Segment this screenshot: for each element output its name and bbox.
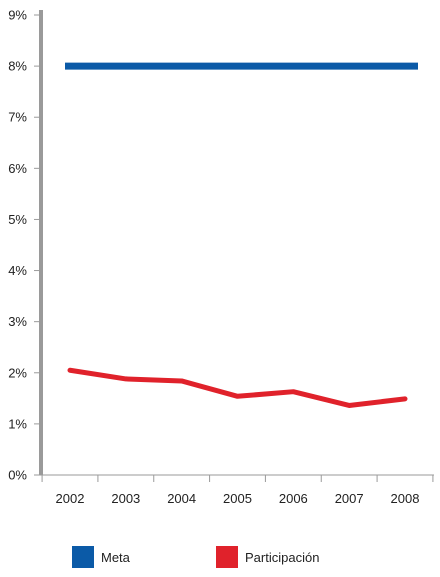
x-tick-label: 2006 [279, 491, 308, 506]
x-tick-label: 2003 [111, 491, 140, 506]
legend: Meta Participación [0, 546, 440, 572]
x-axis-ticks: 2002 2003 2004 2005 2006 2007 2008 [41, 475, 434, 506]
y-tick-label: 0% [8, 468, 27, 483]
y-tick-label: 1% [8, 416, 27, 431]
y-axis-ticks: 0% 1% 2% 3% 4% 5% 6% 7% 8% 9% [8, 8, 41, 483]
y-tick-label: 6% [8, 161, 27, 176]
y-tick-label: 8% [8, 59, 27, 74]
legend-label-meta: Meta [101, 549, 130, 565]
y-tick-label: 5% [8, 212, 27, 227]
legend-item-meta: Meta [72, 546, 130, 568]
axes [39, 10, 434, 476]
legend-item-participacion: Participación [216, 546, 319, 568]
x-tick-label: 2007 [335, 491, 364, 506]
y-tick-label: 2% [8, 365, 27, 380]
legend-swatch-participacion [216, 546, 238, 568]
legend-swatch-meta [72, 546, 94, 568]
x-tick-label: 2008 [391, 491, 420, 506]
y-tick-label: 7% [8, 110, 27, 125]
y-tick-label: 4% [8, 263, 27, 278]
x-tick-label: 2002 [56, 491, 85, 506]
series-lines [65, 62, 418, 408]
line-chart: 0%1%2%3%4%5%6%7%8%9% 2002 2003 2004 2005 200… [8, 8, 434, 506]
series-line-participacion [67, 367, 408, 408]
x-tick-label: 2005 [223, 491, 252, 506]
legend-label-participacion: Participación [245, 549, 320, 565]
y-tick-label: 9% [8, 8, 27, 23]
x-tick-label: 2004 [167, 491, 196, 506]
y-tick-label: 3% [8, 314, 27, 329]
